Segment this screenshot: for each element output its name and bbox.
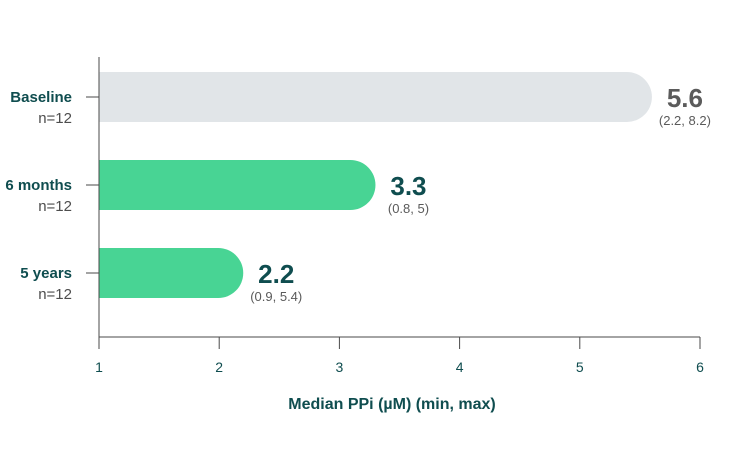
x-axis-title: Median PPi (µM) (min, max) [288,396,495,413]
range-label-2: (0.9, 5.4) [250,289,302,304]
category-label-2: 5 years [20,265,72,282]
value-label-2: 2.2 [258,259,294,289]
category-labels-group: Baseline n=12 6 months n=12 5 years n=12 [5,89,99,303]
category-n-label-1: n=12 [38,198,72,215]
value-label-0: 5.6 [667,83,703,113]
x-tick-label-5: 6 [696,359,704,375]
value-label-1: 3.3 [390,171,426,201]
x-tick-label-3: 4 [456,359,464,375]
x-tick-label-0: 1 [95,359,103,375]
range-label-1: (0.8, 5) [388,201,429,216]
x-tick-label-4: 5 [576,359,584,375]
range-label-0: (2.2, 8.2) [659,113,711,128]
x-ticks-group: 1 2 3 4 5 6 [95,337,704,375]
category-label-0: Baseline [10,89,72,106]
x-tick-label-1: 2 [215,359,223,375]
bar-0 [99,72,652,122]
bars-group [99,72,652,298]
bar-1 [99,159,376,210]
category-n-label-2: n=12 [38,286,72,303]
bar-2 [99,248,244,298]
x-tick-label-2: 3 [336,359,344,375]
category-n-label-0: n=12 [38,110,72,127]
value-labels-group: 5.6(2.2, 8.2) 3.3(0.8, 5) 2.2(0.9, 5.4) [250,83,711,304]
category-label-1: 6 months [5,177,72,194]
